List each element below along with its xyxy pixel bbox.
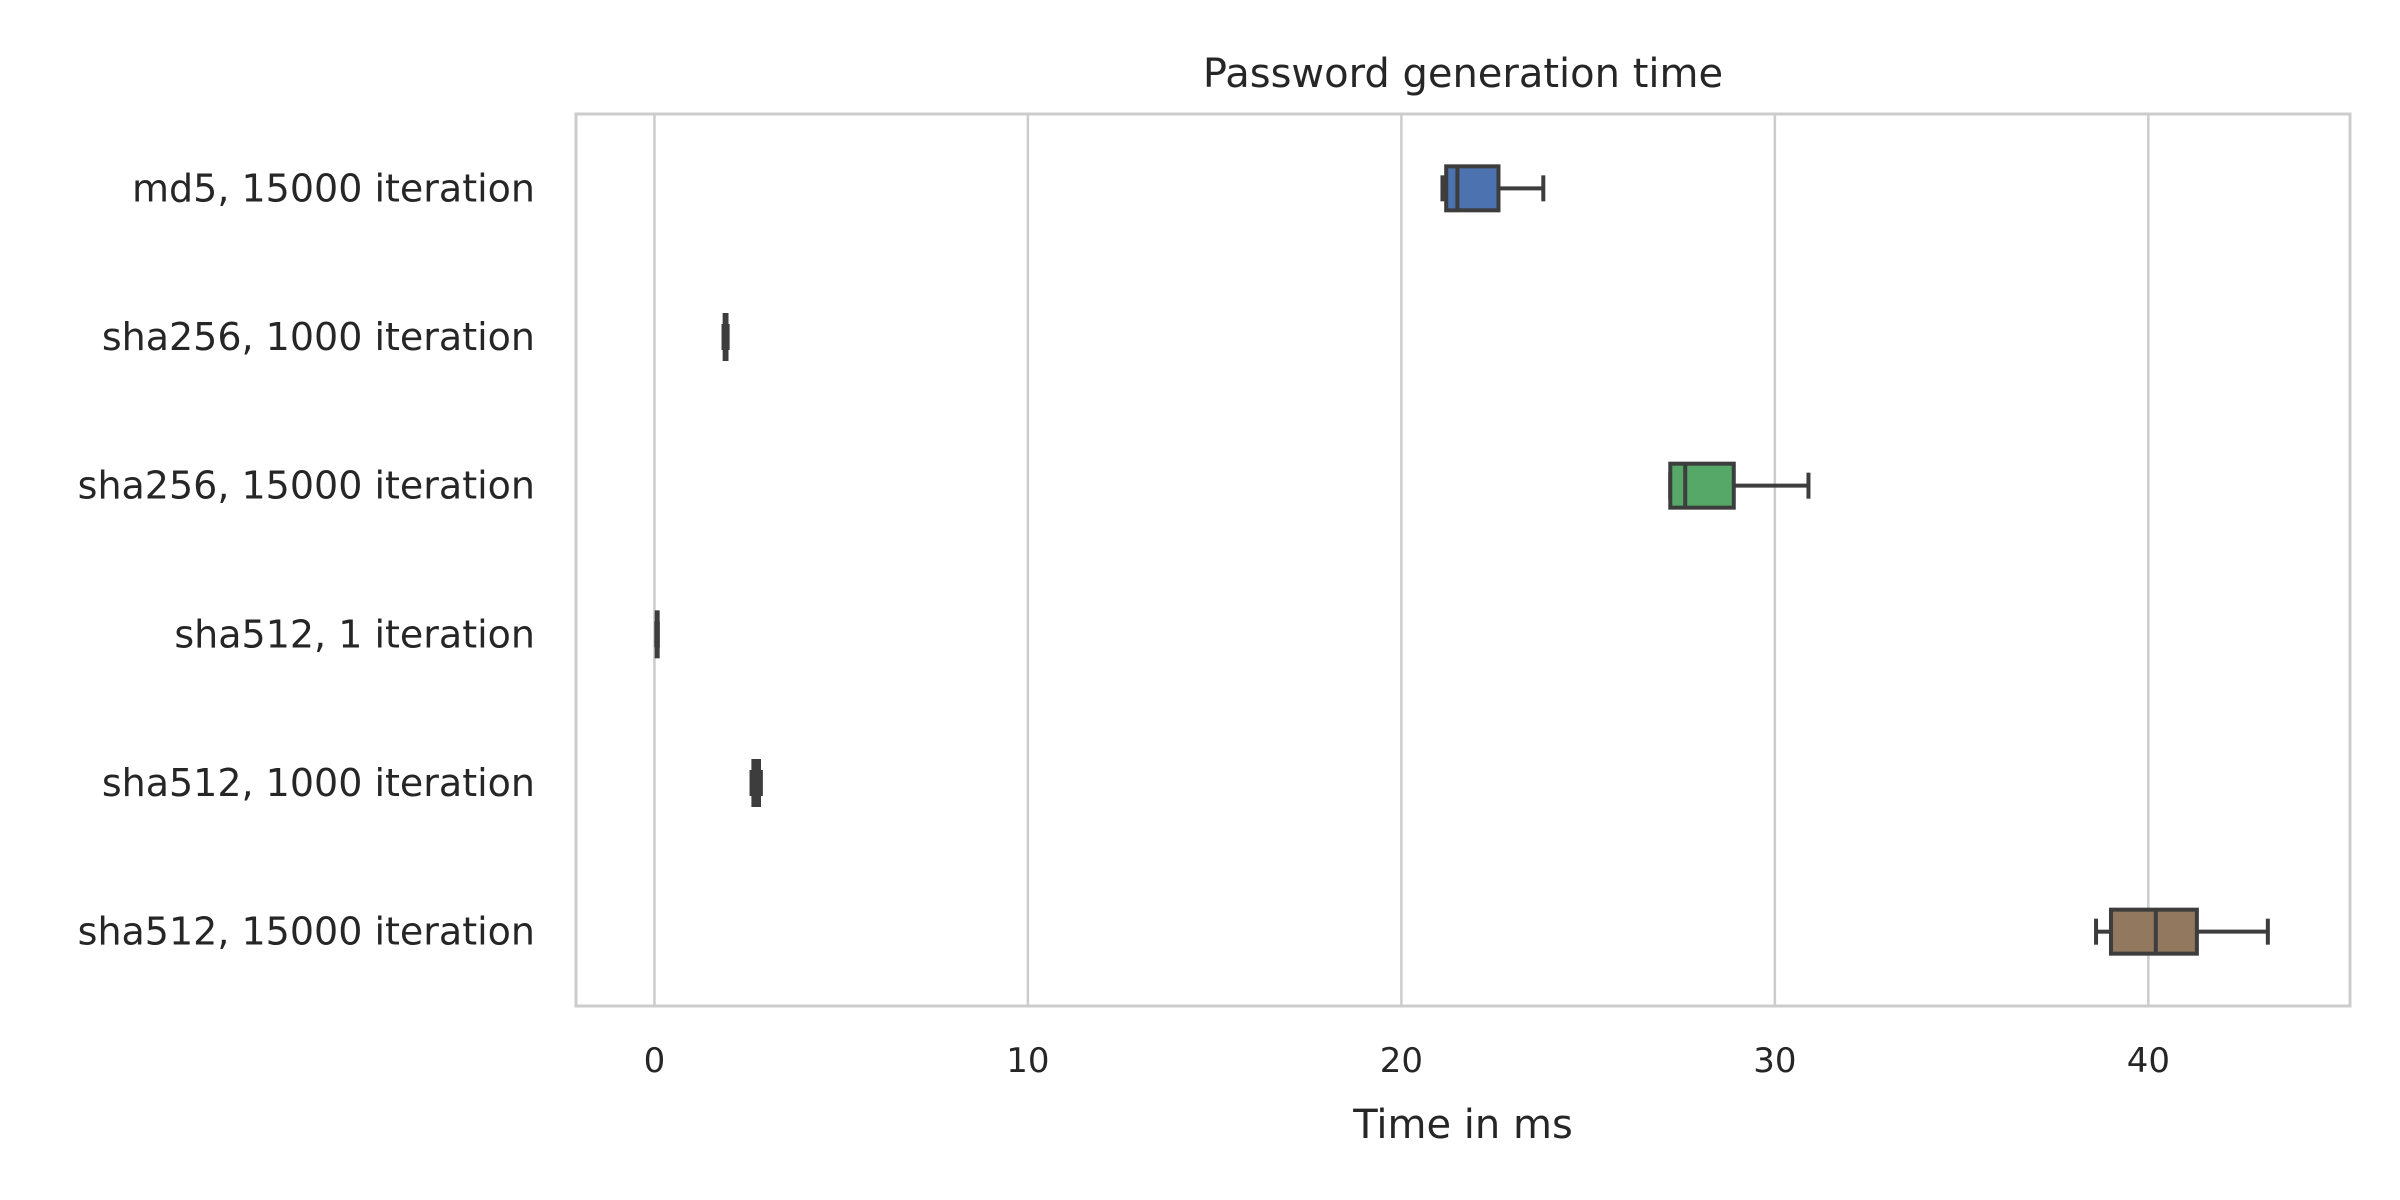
x-tick-label: 20 xyxy=(1380,1041,1423,1081)
x-axis-label: Time in ms xyxy=(1352,1102,1573,1148)
category-label: sha256, 1000 iteration xyxy=(102,315,535,359)
chart-title: Password generation time xyxy=(1203,51,1723,97)
box-iqr xyxy=(1444,164,1501,213)
x-tick-label: 40 xyxy=(2127,1041,2170,1081)
boxes xyxy=(654,164,2270,956)
box-series-4 xyxy=(749,759,763,807)
category-label: sha512, 1000 iteration xyxy=(102,761,535,805)
box-series-1 xyxy=(721,313,730,361)
grid-lines xyxy=(653,114,2150,1006)
x-tick-label: 30 xyxy=(1753,1041,1796,1081)
box-series-0 xyxy=(1440,164,1546,213)
category-label: sha512, 1 iteration xyxy=(174,612,535,656)
box-series-5 xyxy=(2094,907,2270,956)
box-iqr xyxy=(1668,461,1736,510)
category-label: md5, 15000 iteration xyxy=(132,166,535,210)
category-label: sha256, 15000 iteration xyxy=(78,464,535,508)
box-series-3 xyxy=(654,610,660,659)
category-labels: md5, 15000 iteration sha256, 1000 iterati… xyxy=(78,166,535,953)
x-tick-label: 0 xyxy=(644,1041,666,1081)
x-tick-labels: 0 10 20 30 40 xyxy=(644,1041,2170,1081)
category-label: sha512, 15000 iteration xyxy=(78,910,535,954)
box-series-2 xyxy=(1668,461,1811,510)
plot-frame xyxy=(574,112,2352,1008)
x-tick-label: 10 xyxy=(1006,1041,1049,1081)
